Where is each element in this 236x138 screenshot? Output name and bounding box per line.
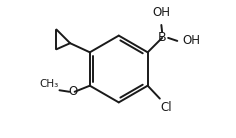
Text: Cl: Cl <box>160 101 172 114</box>
Text: B: B <box>158 31 166 44</box>
Text: OH: OH <box>152 6 170 19</box>
Text: OH: OH <box>183 34 201 47</box>
Text: O: O <box>68 85 78 98</box>
Text: CH₃: CH₃ <box>39 79 59 89</box>
